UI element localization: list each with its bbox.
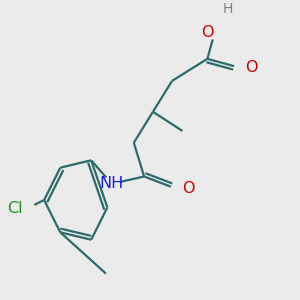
Text: O: O [245, 60, 257, 75]
Text: O: O [182, 181, 194, 196]
Text: H: H [223, 2, 233, 16]
Text: O: O [201, 25, 213, 40]
Text: Cl: Cl [7, 201, 23, 216]
Text: NH: NH [100, 176, 124, 191]
